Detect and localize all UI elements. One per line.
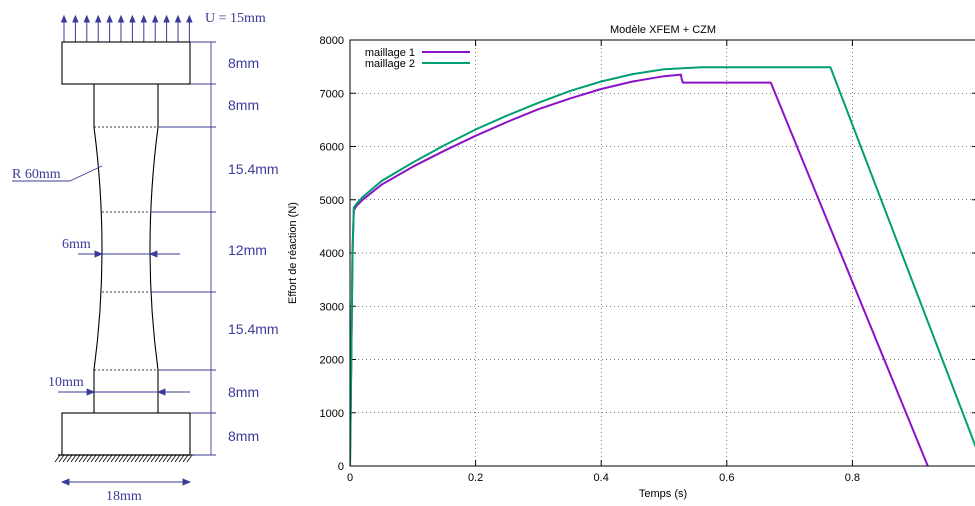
hatch-line — [118, 454, 125, 463]
hatch-line — [86, 454, 93, 463]
hatch-line — [62, 454, 69, 463]
hatch-line — [66, 454, 73, 463]
chart: Modèle XFEM + CZM 0 1000 2000 3000 4000 5000 6… — [287, 24, 975, 500]
displacement-label: U = 15mm — [205, 11, 266, 26]
hatch-line — [106, 454, 113, 463]
hatch-line — [174, 454, 181, 463]
hatch-line — [130, 454, 137, 463]
hatch-line — [162, 454, 169, 463]
hatch-line — [150, 454, 157, 463]
hatch-line — [178, 454, 185, 463]
y-tick-label: 5000 — [320, 195, 344, 207]
plot-frame — [349, 39, 975, 467]
hatch-line — [170, 454, 177, 463]
hatch-line — [158, 454, 165, 463]
dim-label-bottom-grip: 8mm — [228, 428, 259, 444]
load-arrow-head — [60, 14, 68, 23]
neck-label: 6mm — [62, 237, 91, 252]
specimen-diagram: U = 15mm — [12, 11, 279, 504]
load-arrow-head — [129, 14, 136, 23]
y-tick-label: 1000 — [320, 408, 344, 420]
x-tick-label: 0.2 — [468, 472, 483, 484]
hatch-line — [182, 454, 189, 463]
dim-label-gauge: 12mm — [228, 242, 267, 258]
y-tick-label: 3000 — [320, 301, 344, 313]
x-axis-label: Temps (s) — [639, 488, 687, 500]
x-tick-label: 0 — [347, 472, 353, 484]
radius-callout — [12, 165, 103, 182]
load-arrow-head — [94, 14, 102, 23]
hatch-line — [70, 454, 77, 463]
hatch-line — [122, 454, 129, 463]
axis-ticks: 0 1000 2000 3000 4000 5000 6000 7000 8000 0 0.2 0.4… — [320, 35, 975, 484]
dimension-chain — [150, 41, 216, 456]
load-arrow-head — [106, 14, 113, 23]
shoulder-label: 10mm — [48, 375, 84, 390]
neck-dimension — [78, 250, 180, 258]
series-lines — [350, 66, 975, 466]
series-line-2 — [350, 66, 975, 466]
y-tick-label: 0 — [338, 461, 344, 473]
load-arrow-head — [117, 14, 125, 23]
dim-label-top-grip: 8mm — [228, 55, 259, 71]
shoulder-dimension — [58, 388, 190, 396]
hatch-line — [154, 454, 161, 463]
width-dimension — [60, 478, 192, 486]
hatch-line — [110, 454, 117, 463]
width-label: 18mm — [106, 489, 142, 504]
load-arrow-head — [174, 14, 182, 23]
hatch-line — [94, 454, 101, 463]
hatch-line — [82, 454, 89, 463]
y-tick-label: 8000 — [320, 35, 344, 47]
hatch-line — [54, 454, 61, 463]
y-tick-label: 4000 — [320, 248, 344, 260]
dim-label-lower-arc: 15.4mm — [228, 321, 279, 337]
x-tick-label: 0.8 — [845, 472, 860, 484]
hatch-line — [98, 454, 105, 463]
hatch-line — [74, 454, 81, 463]
load-arrow-head — [72, 14, 79, 23]
hatch-line — [126, 454, 133, 463]
dim-label-upper-shoulder: 8mm — [228, 97, 259, 113]
legend-label-1: maillage 1 — [365, 47, 415, 59]
hatch-line — [90, 454, 97, 463]
x-tick-label: 0.6 — [719, 472, 734, 484]
load-arrow-head — [83, 14, 91, 23]
legend-label-2: maillage 2 — [365, 58, 415, 70]
section-lines — [94, 83, 158, 414]
y-tick-label: 6000 — [320, 142, 344, 154]
grid — [350, 40, 975, 466]
hatch-line — [134, 454, 141, 463]
load-arrow-head — [151, 14, 159, 23]
hatch-line — [138, 454, 145, 463]
hatch-line — [58, 454, 65, 463]
y-tick-label: 7000 — [320, 88, 344, 100]
load-arrow-head — [186, 14, 193, 23]
hatch-line — [102, 454, 109, 463]
hatch-line — [114, 454, 121, 463]
series-line-1 — [350, 73, 929, 466]
y-axis-label: Effort de réaction (N) — [287, 202, 299, 304]
load-arrows — [60, 14, 193, 43]
hatch-line — [166, 454, 173, 463]
load-arrow-head — [140, 14, 148, 23]
ground-hatching — [54, 454, 194, 463]
dim-label-upper-arc: 15.4mm — [228, 161, 279, 177]
radius-label: R 60mm — [12, 167, 61, 182]
chart-title: Modèle XFEM + CZM — [610, 24, 716, 36]
hatch-line — [186, 454, 193, 463]
dim-label-lower-shoulder: 8mm — [228, 384, 259, 400]
load-arrow-head — [163, 14, 170, 23]
hatch-line — [146, 454, 153, 463]
x-tick-label: 0.4 — [594, 472, 609, 484]
y-tick-label: 2000 — [320, 355, 344, 367]
hatch-line — [78, 454, 85, 463]
hatch-line — [142, 454, 149, 463]
